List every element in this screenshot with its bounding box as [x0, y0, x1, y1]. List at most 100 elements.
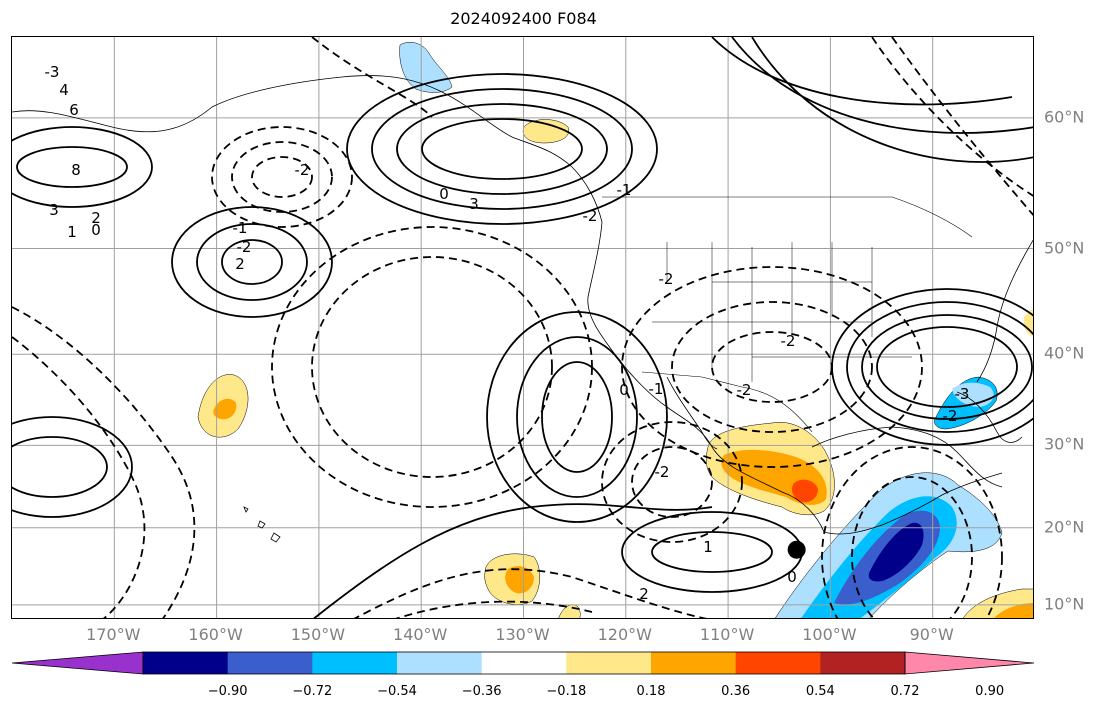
shading-navy-pac: [868, 522, 924, 582]
contour-ring: [876, 326, 1018, 408]
contour-dashed-ring: [211, 126, 353, 228]
contour-dashed-arc: [12, 306, 196, 618]
shading-orange-hawaii: [213, 398, 237, 420]
contour-arc: [711, 37, 1013, 106]
contour-dashed-arc: [891, 37, 1033, 217]
contour-value-label: -2: [943, 407, 958, 425]
coast-hawaii: [243, 506, 281, 543]
longitude-tick-label: 170°W: [86, 625, 141, 644]
contour-dashed-arc: [12, 336, 146, 618]
contour-dashed-arc: [353, 568, 707, 618]
longitude-tick-label: 130°W: [495, 625, 550, 644]
contour-ring: [196, 223, 308, 301]
contour-ring: [541, 361, 613, 473]
shading-red-mexico: [792, 479, 818, 503]
contour-dashed-ring: [271, 226, 593, 508]
contour-value-label: 2: [639, 585, 649, 603]
longitude-tick-label: 90°W: [909, 625, 954, 644]
contour-value-label: 1: [67, 223, 77, 241]
contour-value-label: -2: [295, 161, 310, 179]
contour-value-label: 1: [703, 538, 713, 556]
contour-ring: [346, 73, 658, 225]
contour-value-label: -3: [955, 385, 970, 403]
contour-dashed-ring: [311, 256, 553, 478]
colorbar-extend-high: [904, 651, 1035, 675]
contour-dashed-ring: [821, 446, 1003, 618]
colorbar: [12, 651, 1035, 675]
coast-florida: [956, 391, 1023, 443]
colorbar-tick-label: −0.18: [546, 684, 587, 699]
colorbar-tick-label: 0.18: [636, 684, 666, 699]
contour-value-label: -2: [659, 270, 674, 288]
colorbar-bin: [820, 652, 906, 674]
contour-value-label: 3: [469, 195, 479, 213]
colorbar-tick-label: −0.90: [207, 684, 248, 699]
contour-ring: [12, 436, 108, 498]
contour-value-label: 8: [71, 161, 81, 179]
contour-value-label: 2: [235, 255, 245, 273]
longitude-tick-label: 150°W: [290, 625, 346, 644]
colorbar-bin: [143, 652, 229, 674]
contour-value-label: 4: [59, 81, 69, 99]
coast-alaska: [12, 75, 603, 223]
contour-dashed-ring: [851, 476, 973, 618]
shading-yellow-east: [1023, 309, 1033, 337]
longitude-tick-label: 110°W: [699, 625, 755, 644]
contour-value-label: -2: [583, 207, 598, 225]
latitude-tick-label: 20°N: [1044, 517, 1085, 537]
contour-ring: [16, 146, 128, 188]
contour-value-label: -2: [237, 238, 252, 256]
latitude-tick-label: 30°N: [1044, 434, 1085, 454]
contour-dashed-ring: [711, 331, 833, 403]
contour-ring: [651, 531, 773, 573]
colorbar-bin: [227, 652, 313, 674]
colorbar-tick-label: −0.36: [461, 684, 502, 699]
colorbar-bin: [481, 652, 567, 674]
longitude-tick-label: 100°W: [802, 625, 857, 644]
contour-value-label: 2: [91, 209, 101, 227]
contour-arc: [313, 503, 713, 618]
latitude-tick-label: 10°N: [1044, 594, 1085, 614]
contour-value-label: -1: [649, 380, 664, 398]
coast-east: [976, 239, 1033, 383]
shading-yellow-small: [558, 604, 581, 618]
colorbar-bin: [566, 652, 652, 674]
contour-value-label: 0: [91, 221, 101, 239]
contour-ring: [421, 118, 583, 180]
dashed-contours: [12, 37, 1033, 618]
colorbar-tick-label: 0.72: [890, 684, 920, 699]
colorbar-bin: [312, 652, 398, 674]
contour-ring: [846, 301, 1033, 433]
longitude-tick-label: 120°W: [597, 625, 652, 644]
colorbar-outline: [142, 651, 906, 675]
contour-ring: [12, 416, 133, 518]
shading-orange-centam: [994, 603, 1033, 618]
colorbar-tick-label: 0.54: [805, 684, 835, 699]
map-panel: -3 4 6 8 3 2 1 0 -2 -1 -2 2 3 0 -1 -2 -2 0 -1 -2 -2 1 0 2 -3 -2 -2: [11, 36, 1034, 619]
contour-dashed-arc: [311, 37, 433, 118]
contour-value-label: -3: [45, 63, 60, 81]
contour-ring: [221, 239, 283, 285]
latitude-tick-label: 40°N: [1044, 343, 1085, 363]
state-lines: [652, 242, 912, 382]
contour-dashed-ring: [251, 156, 313, 198]
latitude-tick-label: 60°N: [1044, 107, 1085, 127]
coast-baja: [666, 376, 718, 450]
contour-value-label: 0: [619, 381, 629, 399]
colorbar-tick-label: −0.54: [377, 684, 417, 699]
contour-arc: [751, 37, 1033, 163]
contour-value-label: -2: [655, 463, 670, 481]
border-us-canada: [602, 196, 973, 238]
contour-dashed-ring: [231, 141, 333, 213]
colorbar-tick-label: −0.72: [292, 684, 333, 699]
colorbar-tick-label: 0.90: [975, 684, 1005, 699]
contour-ring: [12, 126, 153, 208]
contour-value-label: 0: [787, 568, 797, 586]
latitude-tick-label: 50°N: [1044, 238, 1085, 258]
contour-dashed-ring: [621, 266, 923, 468]
contour-value-label: -2: [737, 381, 752, 399]
contour-dashed-arc: [395, 600, 593, 618]
shading-yellow-bc: [522, 119, 570, 144]
